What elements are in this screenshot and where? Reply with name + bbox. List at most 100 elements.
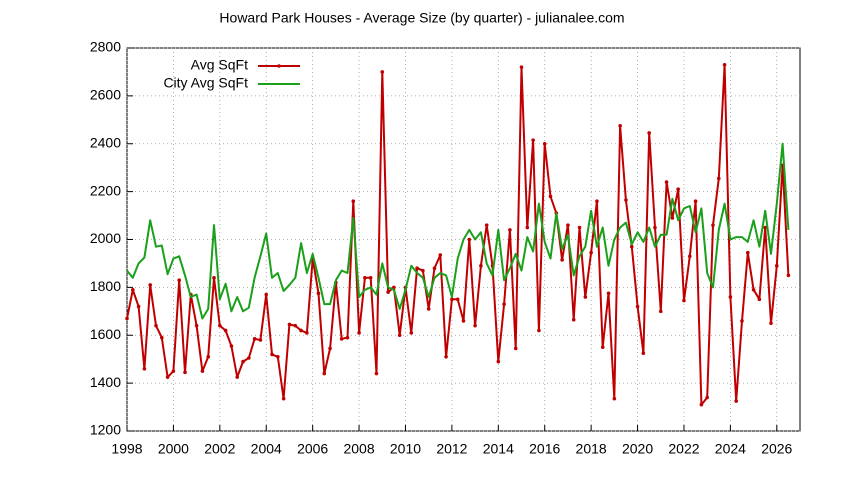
y-tick-label: 2800	[90, 39, 121, 55]
data-point	[577, 225, 582, 230]
data-point	[339, 337, 344, 341]
data-point	[328, 346, 332, 351]
data-point	[525, 225, 530, 230]
data-point	[438, 253, 443, 257]
data-point	[508, 228, 512, 232]
data-point	[142, 366, 147, 371]
data-point	[722, 62, 727, 67]
legend-marker	[277, 64, 281, 68]
data-point	[444, 354, 448, 359]
data-point	[235, 375, 240, 379]
data-point	[629, 244, 634, 249]
data-point	[560, 258, 564, 262]
data-point	[455, 297, 460, 302]
data-point	[728, 295, 733, 299]
data-point	[786, 273, 791, 278]
y-tick-label: 1600	[90, 326, 121, 342]
data-point	[467, 237, 472, 242]
data-point	[548, 194, 553, 199]
data-point	[397, 333, 402, 338]
data-point	[635, 304, 640, 309]
data-point	[484, 223, 489, 227]
data-point	[705, 395, 709, 400]
y-tick-label: 1400	[90, 374, 121, 390]
data-point	[160, 335, 164, 340]
data-point	[392, 285, 396, 290]
data-point	[386, 290, 390, 294]
data-point	[154, 323, 158, 328]
data-point	[432, 266, 437, 271]
data-point	[287, 322, 292, 327]
data-point	[502, 302, 506, 306]
data-point	[479, 264, 483, 268]
data-point	[461, 319, 466, 323]
data-point	[200, 369, 205, 373]
data-point	[740, 319, 744, 323]
x-tick-label: 2006	[297, 441, 328, 457]
data-point	[183, 370, 187, 375]
data-point	[612, 396, 617, 401]
data-point	[676, 187, 680, 192]
data-point	[734, 399, 738, 403]
data-point	[531, 138, 535, 142]
legend-label: City Avg SqFt	[163, 75, 248, 91]
data-point	[647, 131, 651, 135]
data-point	[171, 369, 176, 373]
x-tick-label: 2000	[158, 441, 189, 457]
data-point	[351, 199, 356, 203]
data-point	[658, 309, 663, 314]
data-point	[473, 323, 477, 328]
data-point	[194, 323, 199, 328]
data-point	[519, 65, 524, 69]
x-tick-label: 2004	[251, 441, 282, 457]
x-tick-label: 2010	[390, 441, 421, 457]
data-point	[653, 225, 657, 230]
x-tick-label: 2026	[761, 441, 792, 457]
x-tick-label: 2008	[343, 441, 374, 457]
data-point	[566, 223, 570, 227]
x-tick-label: 2024	[715, 441, 746, 457]
data-point	[641, 351, 646, 356]
data-point	[177, 278, 182, 282]
data-point	[542, 141, 547, 146]
series-line	[126, 142, 790, 320]
chart-title: Howard Park Houses - Average Size (by qu…	[219, 10, 624, 26]
data-point	[595, 199, 599, 203]
data-point	[421, 268, 425, 273]
data-point	[450, 297, 454, 302]
data-point	[218, 323, 222, 328]
x-tick-label: 2020	[622, 441, 653, 457]
data-point	[618, 123, 622, 128]
data-point	[426, 307, 431, 311]
data-point	[223, 328, 228, 333]
x-tick-label: 1998	[111, 441, 142, 457]
data-point	[571, 317, 576, 322]
x-tick-label: 2012	[436, 441, 467, 457]
x-tick-label: 2016	[529, 441, 560, 457]
data-point	[276, 354, 280, 359]
data-point	[606, 291, 611, 296]
data-point	[148, 283, 153, 287]
data-point	[409, 331, 414, 335]
data-point	[212, 276, 216, 280]
data-point	[136, 304, 141, 309]
series-line	[126, 63, 790, 406]
y-tick-label: 2200	[90, 182, 121, 198]
data-point	[745, 250, 750, 255]
x-tick-label: 2002	[204, 441, 235, 457]
data-point	[165, 375, 170, 379]
data-point	[664, 180, 669, 184]
data-point	[345, 335, 350, 340]
data-point	[624, 198, 628, 202]
data-point	[131, 287, 135, 292]
legend-label: Avg SqFt	[191, 57, 248, 73]
data-point	[757, 297, 762, 302]
data-point	[496, 359, 501, 364]
data-point	[513, 346, 518, 351]
data-point	[316, 291, 321, 296]
y-tick-label: 1800	[90, 278, 121, 294]
data-point	[299, 328, 303, 333]
data-point	[415, 266, 419, 271]
data-point	[589, 250, 593, 255]
